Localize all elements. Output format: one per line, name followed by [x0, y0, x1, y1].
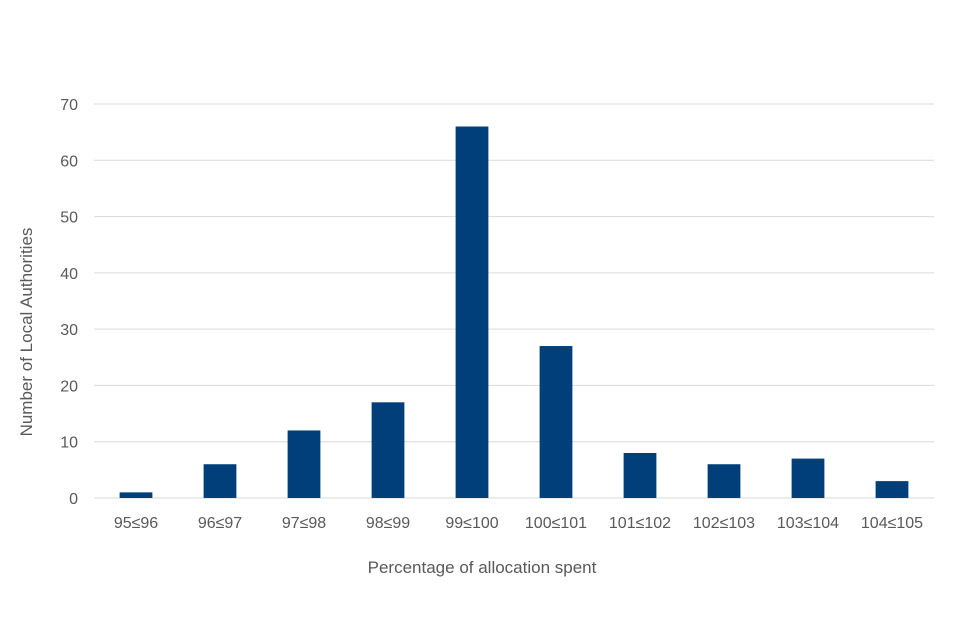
x-tick-label: 98≤99 [366, 515, 410, 532]
y-tick-label: 20 [60, 378, 78, 395]
y-tick-label: 70 [60, 97, 78, 114]
bar-95≤96 [119, 492, 153, 498]
x-tick-label: 100≤101 [525, 515, 587, 532]
bars [119, 126, 909, 498]
gridlines [94, 103, 934, 499]
x-tick-label: 102≤103 [693, 515, 755, 532]
x-tick-label: 96≤97 [198, 515, 242, 532]
x-tick-label: 95≤96 [114, 515, 158, 532]
x-tick-label: 99≤100 [445, 515, 498, 532]
bar-101≤102 [623, 452, 657, 498]
bar-98≤99 [371, 402, 405, 498]
bar-97≤98 [287, 430, 321, 498]
x-axis-title: Percentage of allocation spent [368, 558, 597, 577]
x-axis-ticks: 95≤96 96≤97 97≤98 98≤99 99≤100 100≤101 101≤102… [114, 515, 923, 532]
bar-104≤105 [875, 481, 909, 498]
x-tick-label: 103≤104 [777, 515, 839, 532]
bar-99≤100 [455, 126, 489, 498]
y-axis-ticks: 0 10 20 30 40 50 60 70 [60, 97, 78, 508]
y-tick-label: 60 [60, 153, 78, 170]
y-tick-label: 30 [60, 322, 78, 339]
y-axis-title: Number of Local Authorities [17, 228, 36, 437]
bar-102≤103 [707, 464, 741, 498]
y-tick-label: 0 [69, 491, 78, 508]
x-tick-label: 97≤98 [282, 515, 326, 532]
y-tick-label: 50 [60, 210, 78, 227]
x-tick-label: 104≤105 [861, 515, 923, 532]
bar-96≤97 [203, 464, 237, 498]
bar-103≤104 [791, 458, 825, 498]
bar-100≤101 [539, 346, 573, 498]
y-tick-label: 10 [60, 435, 78, 452]
x-tick-label: 101≤102 [609, 515, 671, 532]
y-tick-label: 40 [60, 266, 78, 283]
